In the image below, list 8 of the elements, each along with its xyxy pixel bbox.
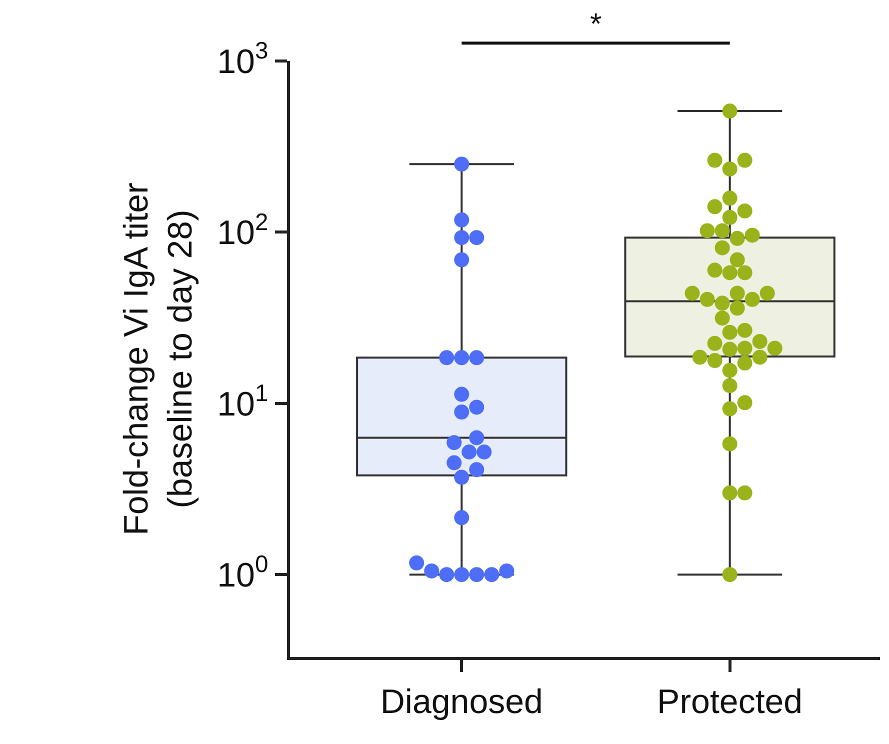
text: * — [590, 8, 602, 41]
y-tick-label: 10$^{0}$ — [217, 551, 268, 594]
x-tick-label: Diagnosed — [380, 682, 543, 721]
y-axis-title: Fold-change Vi IgA titer (baseline to day 28) — [118, 182, 200, 536]
x-tick-label: Protected — [657, 682, 803, 721]
y-tick-label: 10$^{1}$ — [217, 380, 268, 424]
y-tick-label: 10$^{3}$ — [217, 38, 268, 81]
y-tick-label: 10$^{2}$ — [217, 208, 268, 252]
